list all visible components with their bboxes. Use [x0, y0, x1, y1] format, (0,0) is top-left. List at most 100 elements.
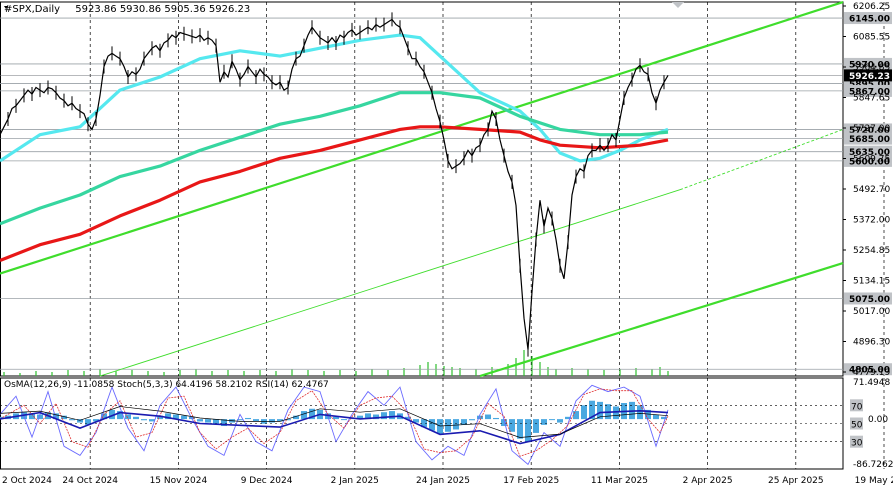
- osma-bar: [29, 413, 35, 420]
- osma-bar: [613, 406, 619, 420]
- osma-bar: [517, 419, 523, 439]
- osma-bar: [469, 419, 475, 421]
- osma-bar: [429, 419, 435, 431]
- level-label: 5867.00: [849, 87, 890, 97]
- y-tick-label: 5847.65: [853, 94, 890, 104]
- osma-bar: [557, 419, 563, 423]
- level-label-box: [844, 132, 892, 145]
- osma-bar: [477, 415, 483, 420]
- osma-bar: [181, 415, 187, 420]
- indicator-level-label: 70: [851, 402, 863, 412]
- osma-bar: [341, 419, 347, 421]
- osma-bar: [437, 419, 443, 435]
- osma-bar: [493, 417, 499, 420]
- x-tick-label: 24 Oct 2024: [62, 476, 118, 486]
- osma-bar: [533, 419, 539, 433]
- osma-bar: [93, 419, 99, 422]
- osma-bar: [285, 419, 291, 421]
- osma-bar: [381, 412, 387, 420]
- price-line: [0, 18, 669, 350]
- osma-bar: [269, 419, 275, 423]
- osma-bar: [373, 414, 379, 420]
- osma-bar: [165, 413, 171, 420]
- osma-bar: [101, 413, 107, 420]
- osma-bar: [309, 408, 315, 420]
- level-label: 5685.00: [849, 135, 890, 145]
- level-lines: 6145.005970.005895.005867.005720.005685.…: [0, 12, 892, 376]
- osma-bar: [125, 414, 131, 420]
- osma-bar: [293, 415, 299, 420]
- chart-menu-icon: [4, 6, 8, 9]
- x-tick-label: 2 Jan 2025: [331, 476, 379, 486]
- moving-averages: [0, 33, 669, 262]
- y-tick-label: 4779.19: [853, 368, 890, 378]
- osma-bar: [653, 414, 659, 420]
- trend-line: [479, 262, 844, 378]
- indicator-panel: 70 50 30: [0, 384, 863, 466]
- x-tick-label: 19 May 2025: [855, 476, 893, 486]
- osma-bar: [645, 409, 651, 420]
- osma-bar: [365, 413, 371, 420]
- y-tick-label: 5372.00: [853, 216, 890, 226]
- y-tick-label: 6085.55: [853, 33, 890, 43]
- trend-line: [99, 189, 681, 377]
- osma-bar: [541, 419, 547, 425]
- osma-bar: [421, 419, 427, 428]
- ohlc-values: 5923.86 5930.86 5905.36 5926.23: [75, 4, 250, 15]
- x-tick-label: 9 Dec 2024: [241, 476, 293, 486]
- indicator-y-label: -86.7262: [853, 460, 893, 470]
- x-tick-label: 11 Mar 2025: [591, 476, 648, 486]
- osma-bar: [413, 419, 419, 423]
- osma-bar: [637, 405, 643, 420]
- y-tick-label: 5609.75: [853, 155, 890, 165]
- level-label: 5075.00: [849, 295, 890, 305]
- osma-bar: [157, 415, 163, 420]
- level-label: 5600.00: [849, 157, 890, 167]
- osma-bar: [661, 416, 667, 420]
- trend-line: [679, 129, 844, 191]
- level-label-box: [844, 84, 892, 97]
- osma-bar: [525, 419, 531, 443]
- osma-bar: [589, 400, 595, 420]
- indicator-header: OsMA(12,26,9) -11.0858 Stoch(5,3,3) 64.4…: [4, 380, 329, 390]
- osma-bar: [149, 419, 155, 422]
- x-tick-label: 15 Nov 2024: [150, 476, 208, 486]
- current-price-box: [844, 69, 892, 82]
- osma-bar: [61, 415, 67, 420]
- current-price-label: 5926.23: [849, 72, 890, 82]
- axis-labels: 2 Oct 2024 24 Oct 2024 15 Nov 2024 9 Dec 20…: [2, 2, 893, 486]
- indicator-level-label: 30: [851, 439, 863, 449]
- main-frame: [0, 1, 844, 377]
- y-tick-label: 5134.15: [853, 277, 890, 287]
- osma-bar: [253, 419, 259, 422]
- osma-bar: [141, 419, 147, 421]
- osma-bar: [389, 411, 395, 420]
- level-label: 6145.00: [849, 15, 890, 25]
- moving-average-line: [0, 33, 669, 163]
- osma-bar: [37, 414, 43, 420]
- volume-bars: [3, 350, 669, 376]
- osma-bar: [277, 419, 283, 422]
- osma-bar: [77, 419, 83, 423]
- indicator-y-label: 71.4948: [853, 378, 890, 388]
- x-tick-label: 24 Jan 2025: [416, 476, 470, 486]
- x-tick-label: 2 Apr 2025: [683, 476, 733, 486]
- indicator-level-box: [850, 417, 863, 430]
- osma-bar: [245, 417, 251, 420]
- indicator-level-box: [850, 399, 863, 412]
- level-label-box: [844, 145, 892, 158]
- osma-bar: [173, 414, 179, 420]
- osma-bar: [549, 419, 555, 421]
- level-label: 5720.00: [849, 126, 890, 136]
- osma-bar: [461, 419, 467, 425]
- x-tick-label: 2 Oct 2024: [2, 476, 52, 486]
- osma-bar: [301, 411, 307, 420]
- level-label-box: [844, 57, 892, 70]
- osma-bar: [509, 419, 515, 432]
- moving-average-line: [0, 91, 669, 226]
- y-tick-label: 5964.85: [853, 63, 890, 73]
- indicator-level-label: 50: [851, 421, 863, 431]
- y-tick-label: 4896.30: [853, 338, 890, 348]
